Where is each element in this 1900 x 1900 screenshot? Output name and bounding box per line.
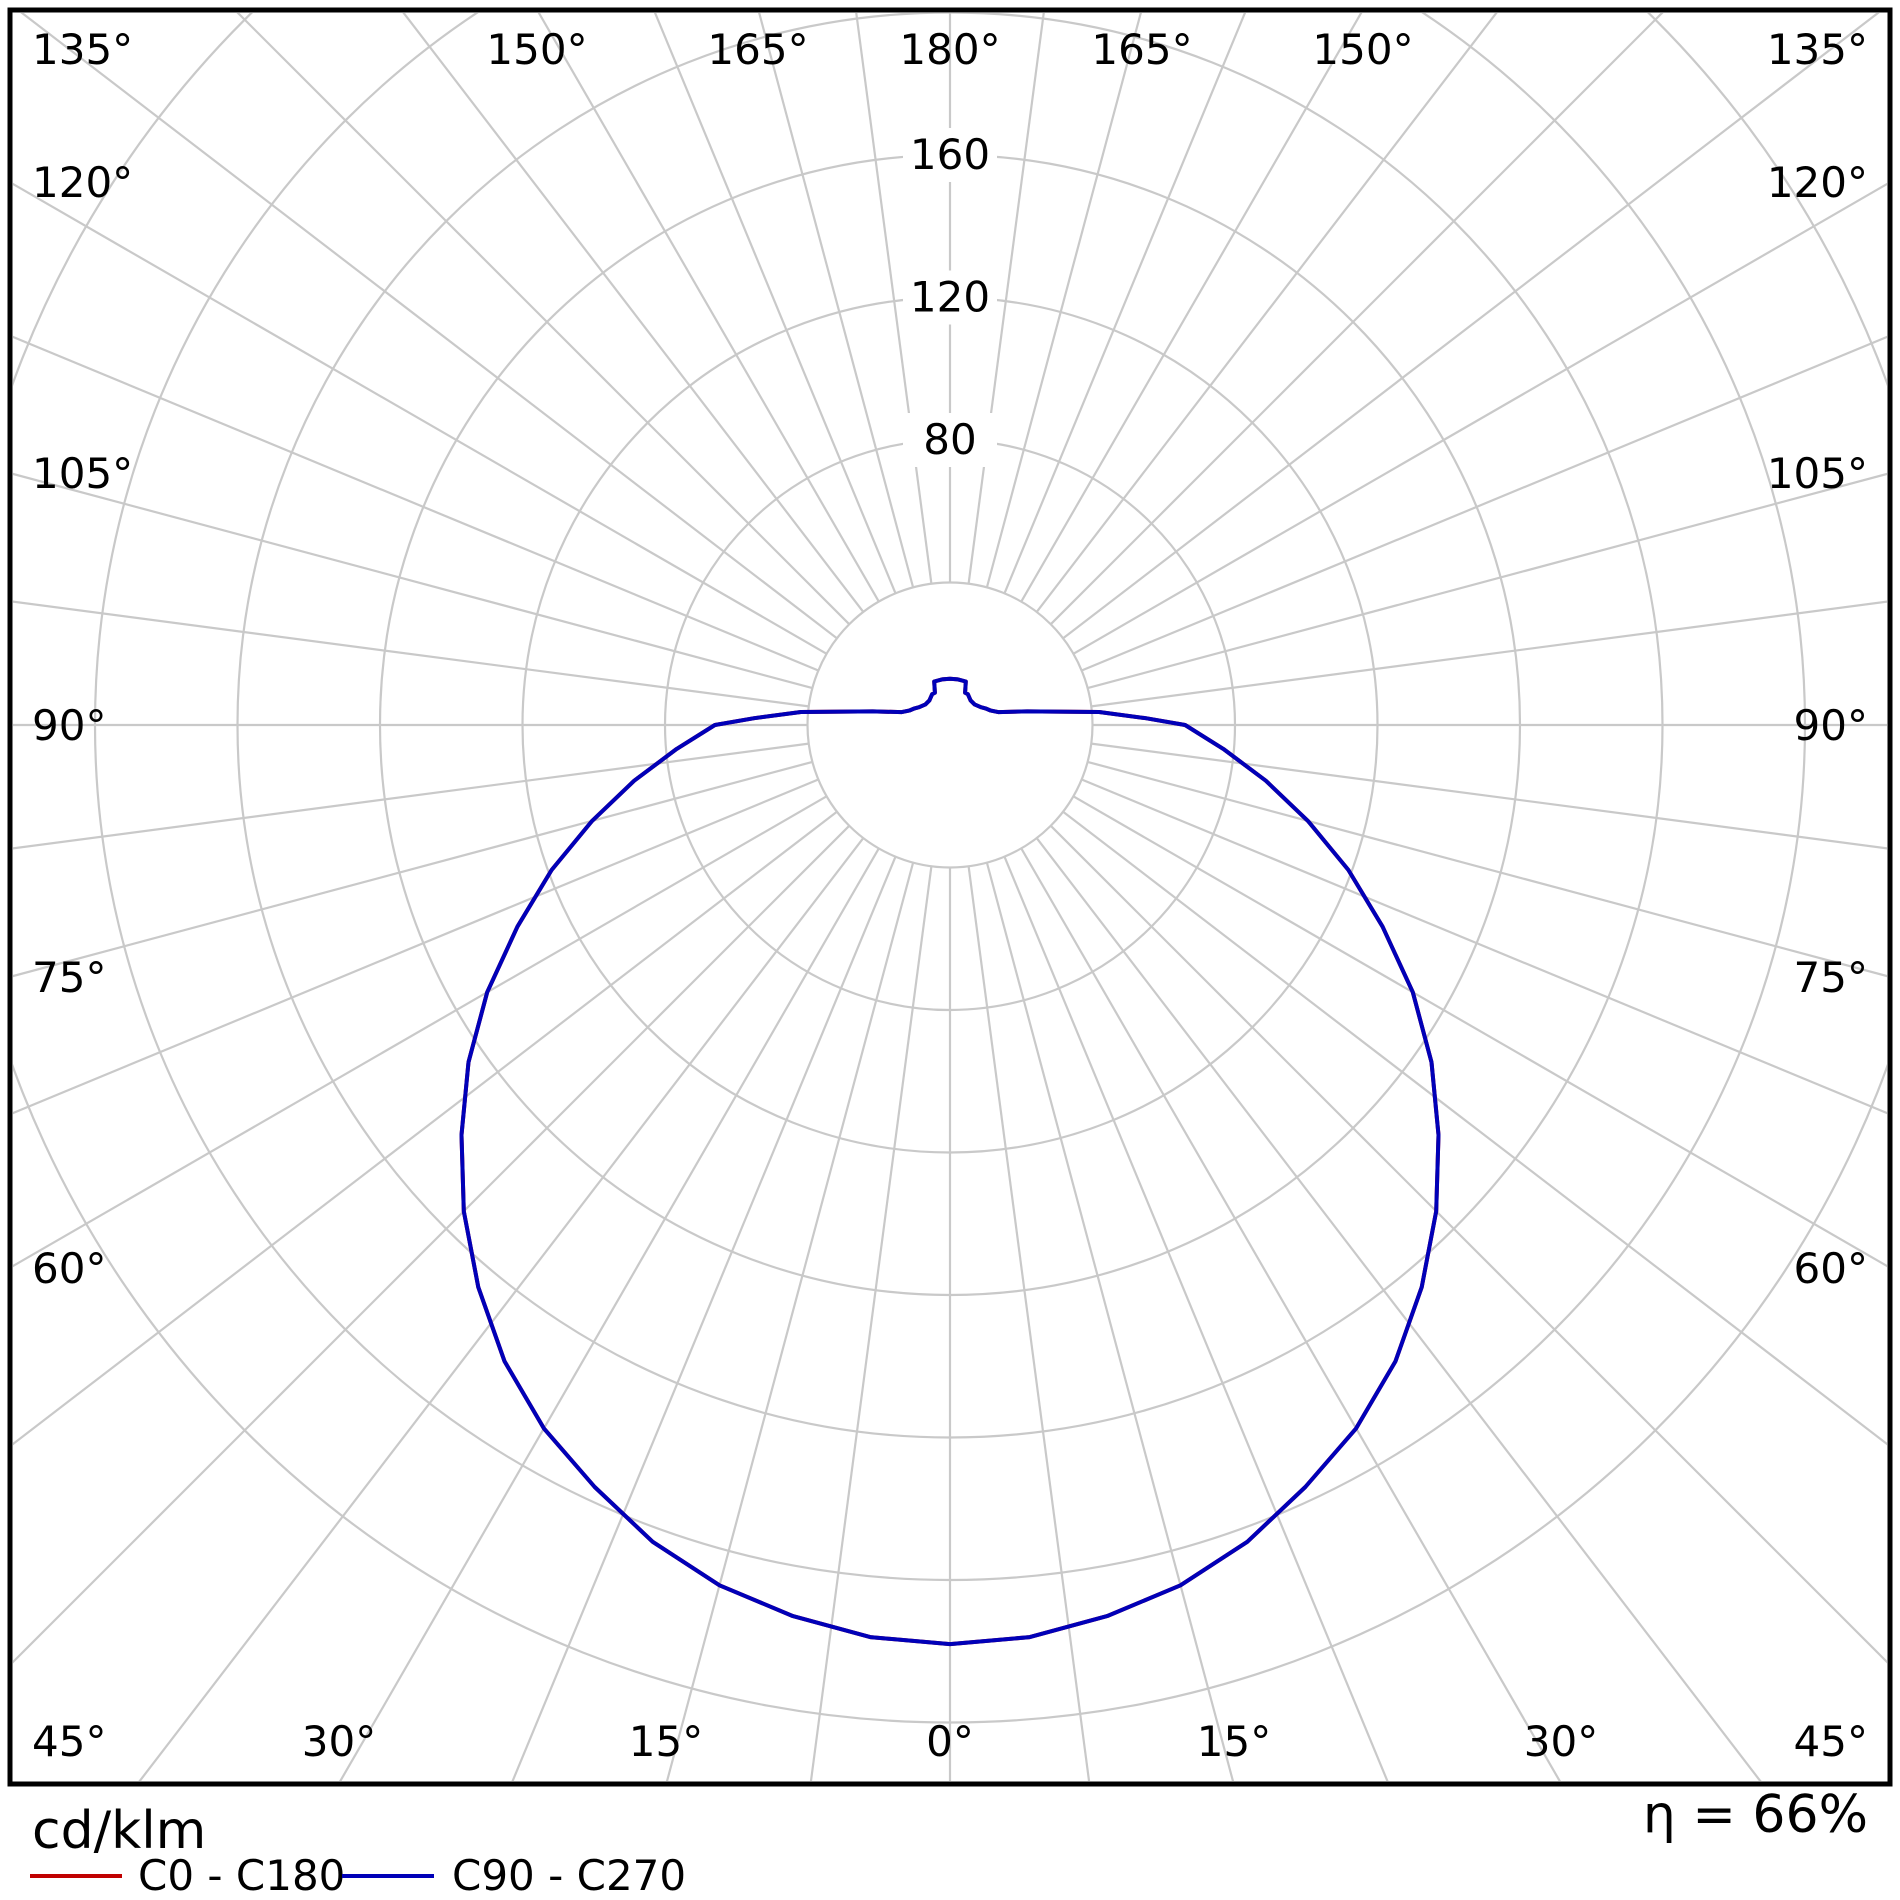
grid-spoke xyxy=(758,13,915,588)
grid-spoke xyxy=(236,13,850,625)
angle-label-105: 105° xyxy=(1767,449,1868,498)
radial-tick-label-120: 120 xyxy=(910,273,990,322)
grid-spoke xyxy=(1072,182,1887,655)
grid-spoke xyxy=(1050,13,1664,625)
angle-label-90: 90° xyxy=(1794,701,1868,750)
angle-label-60: 60° xyxy=(32,1244,106,1293)
grid-spoke xyxy=(13,472,813,690)
angle-label-30: 30° xyxy=(1524,1717,1598,1766)
angle-label-75: 75° xyxy=(1794,953,1868,1002)
angle-label-75: 75° xyxy=(32,953,106,1002)
angle-label-15: 15° xyxy=(629,1717,703,1766)
grid-spoke xyxy=(402,13,865,613)
grid-spoke xyxy=(1020,847,1561,1781)
radial-tick-label-80: 80 xyxy=(923,415,976,464)
grid-spoke xyxy=(1035,837,1762,1781)
curve-C90-C270 xyxy=(459,676,1441,1647)
angle-label-45: 45° xyxy=(1794,1717,1868,1766)
intensity-curves xyxy=(459,676,1441,1647)
grid-spoke xyxy=(653,13,897,594)
grid-spoke xyxy=(13,182,828,655)
angle-label-150: 150° xyxy=(1312,25,1413,74)
angle-label-165: 165° xyxy=(1091,25,1192,74)
grid-spoke xyxy=(1062,810,1887,1446)
angle-label-0: 0° xyxy=(926,1717,974,1766)
angle-label-15: 15° xyxy=(1197,1717,1271,1766)
angle-label-165: 165° xyxy=(707,25,808,74)
grid-spoke xyxy=(1091,742,1887,850)
radial-tick-bg xyxy=(903,128,997,182)
grid-spoke xyxy=(1081,335,1887,672)
radial-tick-bg xyxy=(903,413,997,467)
grid-spoke xyxy=(967,866,1091,1781)
grid-spoke xyxy=(1081,778,1887,1115)
grid-spoke xyxy=(809,866,933,1781)
grid-spoke xyxy=(1035,13,1498,613)
grid-spoke xyxy=(1003,856,1389,1781)
grid-spoke xyxy=(13,335,819,672)
grid-spoke xyxy=(13,600,809,708)
grid-spoke xyxy=(13,825,850,1664)
axis-labels: 80 120 160 0° 15° 15° 30° 30° 45° 45° 60° 60° 75° 75°… xyxy=(32,25,1868,1766)
angle-label-60: 60° xyxy=(1794,1244,1868,1293)
radial-tick-bg xyxy=(903,270,997,325)
grid-spoke xyxy=(1020,13,1363,603)
grid-spoke xyxy=(13,810,838,1446)
grid-spoke xyxy=(1091,600,1887,708)
legend-label-c0: C0 - C180 xyxy=(138,1851,345,1900)
angle-label-150: 150° xyxy=(486,25,587,74)
angle-label-135: 135° xyxy=(32,25,133,74)
grid-spoke xyxy=(1072,795,1887,1268)
angle-label-135: 135° xyxy=(1767,25,1868,74)
angle-label-120: 120° xyxy=(32,158,133,207)
grid-spoke xyxy=(511,856,897,1781)
angle-label-120: 120° xyxy=(1767,158,1868,207)
grid-spoke xyxy=(855,13,933,584)
legend-label-c90: C90 - C270 xyxy=(452,1851,686,1900)
radial-tick-label-160: 160 xyxy=(910,130,990,179)
angle-label-105: 105° xyxy=(32,449,133,498)
grid-spoke xyxy=(1062,13,1880,640)
grid-spoke xyxy=(138,837,865,1781)
grid-spoke xyxy=(20,13,838,640)
grid-spoke xyxy=(13,778,819,1115)
grid-spoke xyxy=(13,742,809,850)
angle-label-180: 180° xyxy=(899,25,1000,74)
grid-spoke xyxy=(1050,825,1887,1664)
grid-spoke xyxy=(537,13,880,603)
grid-spoke xyxy=(967,13,1045,584)
grid-spoke xyxy=(985,862,1235,1781)
grid-spoke xyxy=(13,795,828,1268)
efficiency-label: η = 66% xyxy=(1643,1785,1868,1845)
grid-spoke xyxy=(1087,472,1887,690)
angle-label-30: 30° xyxy=(302,1717,376,1766)
angle-label-45: 45° xyxy=(32,1717,106,1766)
grid-spoke xyxy=(1003,13,1247,594)
units-label: cd/klm xyxy=(32,1801,206,1861)
grid-spoke xyxy=(665,862,915,1781)
angle-label-90: 90° xyxy=(32,701,106,750)
grid-spoke xyxy=(339,847,880,1781)
grid-spoke xyxy=(985,13,1142,588)
